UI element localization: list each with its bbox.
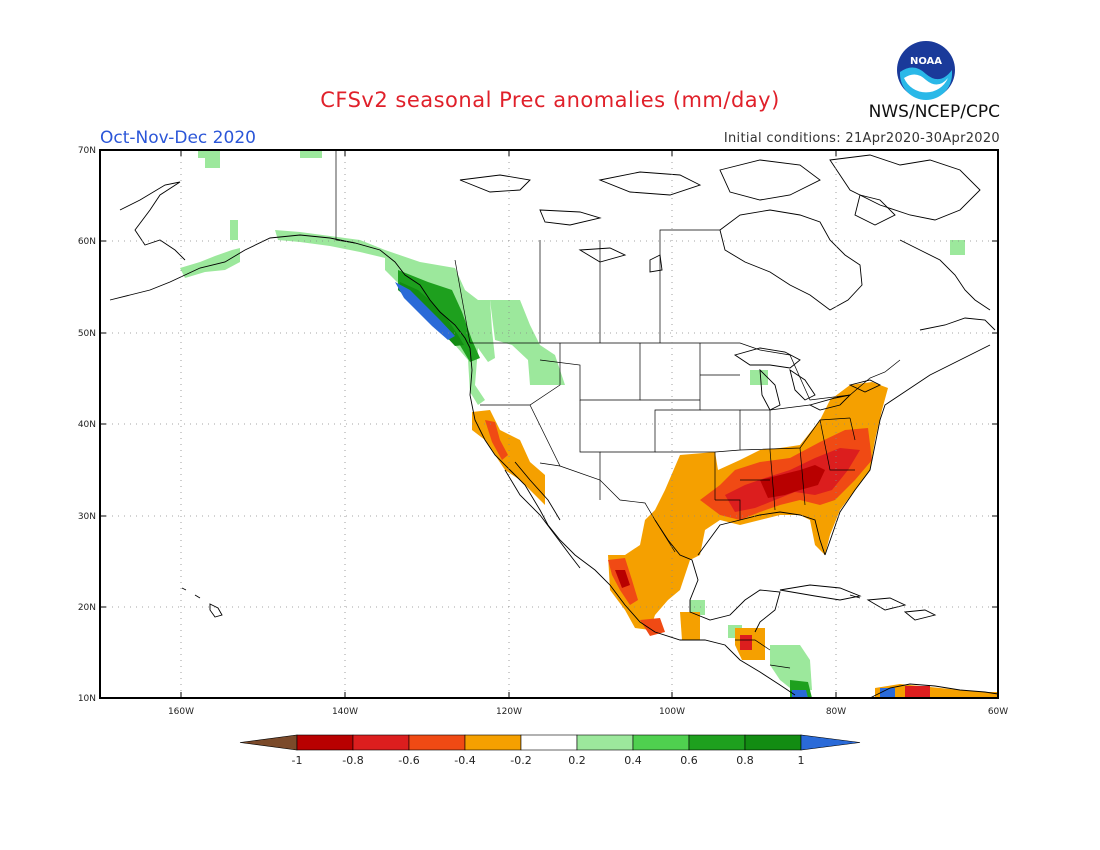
lon-labels: 160W 140W 120W 100W 80W 60W (168, 707, 1008, 717)
lat-label: 30N (78, 512, 96, 522)
map-title: CFSv2 seasonal Prec anomalies (mm/day) (320, 88, 780, 112)
colorbar-segment (688, 734, 746, 751)
political-borders (335, 150, 901, 669)
colorbar-segment (296, 734, 354, 751)
noaa-logo: NOAA (897, 41, 955, 100)
lat-label: 20N (78, 603, 96, 613)
lat-label: 10N (78, 694, 96, 704)
agency-label: NWS/NCEP/CPC (868, 102, 1000, 122)
wet-anomaly-patches (180, 150, 965, 698)
lon-label: 60W (988, 707, 1008, 717)
colorbar-label: -0.8 (342, 754, 363, 767)
lon-label: 80W (826, 707, 846, 717)
noaa-logo-text: NOAA (910, 56, 942, 67)
colorbar-segment (408, 734, 466, 751)
initial-conditions-label: Initial conditions: 21Apr2020-30Apr2020 (723, 131, 1000, 146)
lon-label: 160W (168, 707, 194, 717)
lat-label: 40N (78, 420, 96, 430)
colorbar-label: -0.2 (510, 754, 531, 767)
colorbar-label: 1 (798, 754, 805, 767)
lat-label: 60N (78, 237, 96, 247)
colorbar-segment (352, 734, 410, 751)
lon-label: 100W (659, 707, 685, 717)
colorbar-label: 0.4 (624, 754, 642, 767)
lon-label: 120W (496, 707, 522, 717)
colorbar-label: 0.6 (680, 754, 698, 767)
colorbar-label: -0.4 (454, 754, 475, 767)
colorbar-segment (464, 734, 522, 751)
colorbar-segment (632, 734, 690, 751)
lat-labels: 70N 60N 50N 40N 30N 20N 10N (78, 146, 96, 704)
lon-label: 140W (332, 707, 358, 717)
dry-anomaly-patches (472, 382, 998, 698)
colorbar-left-arrow (239, 734, 298, 751)
colorbar-right-arrow (800, 734, 861, 751)
lat-label: 70N (78, 146, 96, 156)
colorbar-segment (744, 734, 802, 751)
colorbar-label: 0.2 (568, 754, 586, 767)
coastlines (109, 154, 999, 699)
season-label: Oct-Nov-Dec 2020 (100, 128, 256, 148)
colorbar-label: 0.8 (736, 754, 754, 767)
graticule (100, 150, 998, 698)
colorbar: -1 -0.8 -0.6 -0.4 -0.2 0.2 0.4 0.6 0.8 1 (239, 734, 861, 767)
colorbar-label: -0.6 (398, 754, 419, 767)
colorbar-label: -1 (292, 754, 303, 767)
colorbar-segment (576, 734, 634, 751)
lat-label: 50N (78, 329, 96, 339)
colorbar-segment (520, 734, 578, 751)
